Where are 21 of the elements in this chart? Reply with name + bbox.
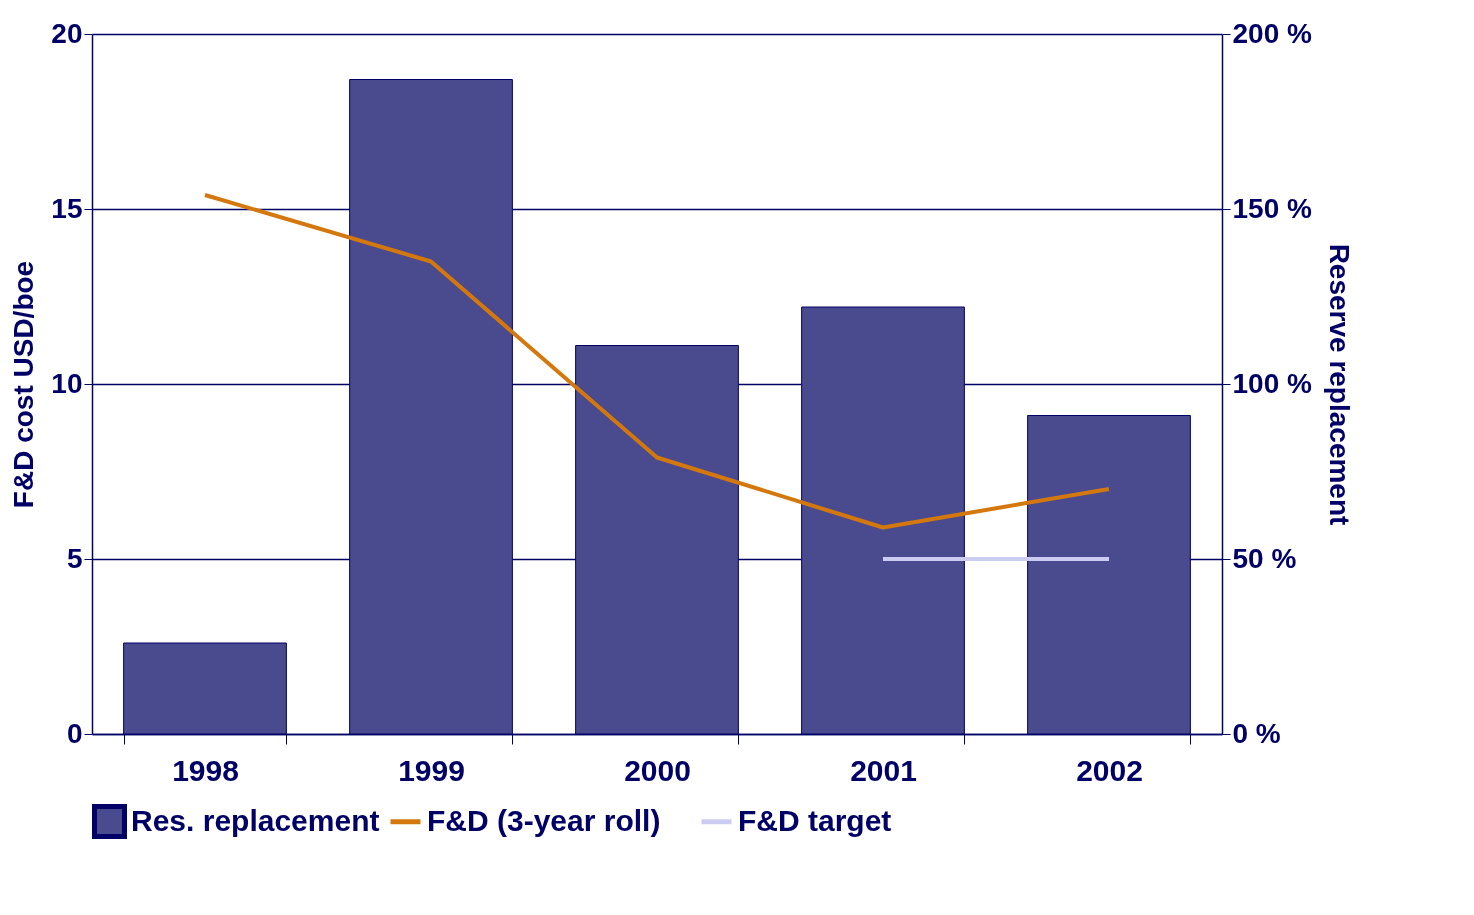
y2-tick-label: 200 %	[1232, 17, 1312, 49]
y-tick-label: 0	[66, 717, 83, 749]
x-tick-label: 2002	[1076, 753, 1143, 787]
y-tick-label: 15	[51, 192, 83, 224]
y2-tick-label: 50 %	[1232, 542, 1297, 574]
legend-label: F&D (3-year roll)	[427, 803, 661, 837]
y-tick-label: 5	[66, 542, 83, 574]
legend-label: F&D target	[738, 803, 892, 837]
x-tick-label: 2001	[850, 753, 917, 787]
y-axis-title: F&D cost USD/boe	[8, 260, 40, 509]
y2-tick-label: 100 %	[1232, 367, 1312, 399]
x-tick-label: 1998	[172, 753, 239, 787]
y2-axis-title: Reserve replacement	[1323, 243, 1355, 526]
line-series	[203, 193, 1111, 530]
y-tick-label: 10	[51, 367, 83, 399]
legend-label: Res. replacement	[131, 803, 380, 837]
y2-tick-label: 0 %	[1232, 717, 1281, 749]
x-tick-label: 1999	[398, 753, 465, 787]
y-tick-label: 20	[51, 17, 83, 49]
y2-tick-label: 150 %	[1232, 192, 1312, 224]
x-tick-label: 2000	[624, 753, 691, 787]
